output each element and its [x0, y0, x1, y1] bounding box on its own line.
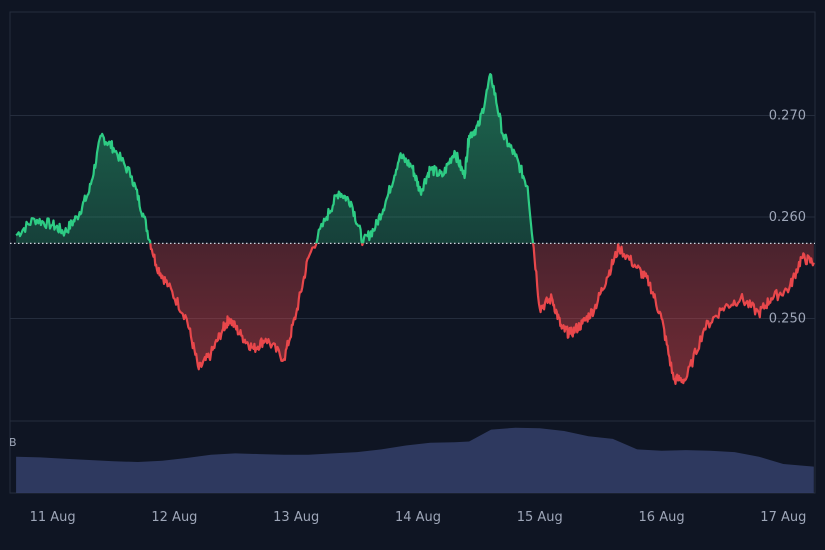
y-tick-label: 0.260: [769, 210, 806, 225]
x-tick-label: 13 Aug: [273, 510, 319, 525]
volume-bars: [16, 427, 814, 493]
price-line-above: [15, 73, 619, 244]
x-tick-label: 14 Aug: [395, 510, 441, 525]
volume-area: [16, 427, 814, 493]
x-tick-label: 17 Aug: [760, 510, 806, 525]
x-axis-ticks: 11 Aug 12 Aug 13 Aug 14 Aug 15 Aug 16 Aug 17 A…: [30, 510, 807, 525]
y-tick-label: 0.270: [769, 109, 806, 124]
x-tick-label: 15 Aug: [517, 510, 563, 525]
x-tick-label: 12 Aug: [151, 510, 197, 525]
area-below-baseline: [16, 243, 814, 384]
price-line-below: [149, 243, 815, 385]
area-above-baseline: [16, 74, 534, 244]
volume-axis-label: B: [9, 436, 17, 449]
x-tick-label: 11 Aug: [30, 510, 76, 525]
y-axis-ticks: 0.250 0.260 0.270: [769, 109, 806, 327]
x-tick-label: 16 Aug: [639, 510, 685, 525]
y-tick-label: 0.250: [769, 312, 806, 327]
